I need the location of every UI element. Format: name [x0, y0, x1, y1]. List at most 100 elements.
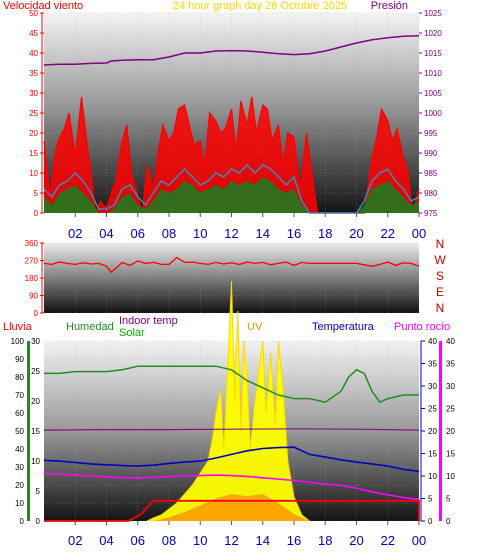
pressure-tick-label: 975: [424, 209, 438, 218]
rain-tick-label: 90: [15, 355, 24, 364]
pressure-axis: 975 980 985 990 995 1000 1005 1010 1015 1020 1025: [419, 9, 442, 218]
x-tick-label: 02: [68, 533, 82, 548]
uv-tick-label: 10: [446, 472, 455, 481]
temperature-tick-label: 40: [428, 337, 437, 346]
compass-label: W: [434, 253, 446, 267]
direction-tick-label: 180: [25, 274, 39, 283]
x-tick-label: 20: [349, 533, 363, 548]
temperature-tick-label: 5: [428, 495, 433, 504]
wind-speed-axis: 0 5 10 15 20 25 30 35 40 45 50: [29, 9, 44, 218]
legend-temperature: Temperatura: [312, 321, 375, 333]
solar-line: [146, 280, 310, 522]
solar-tick-label: 5: [36, 487, 41, 496]
pressure-line: [43, 35, 420, 66]
uv-tick-label: 15: [446, 450, 455, 459]
rain-tick-label: 60: [15, 409, 24, 418]
x-tick-label: 18: [318, 226, 332, 241]
compass-label: S: [436, 269, 444, 283]
legend-dewpoint: Punto rocío: [394, 321, 450, 333]
temperature-tick-label: 15: [428, 450, 437, 459]
x-tick-label: 22: [381, 226, 395, 241]
temperature-tick-label: 10: [428, 472, 437, 481]
temperature-tick-label: 0: [428, 517, 433, 526]
x-tick-label: 08: [162, 226, 176, 241]
compass-label: N: [436, 301, 445, 315]
rain-tick-label: 20: [15, 481, 24, 490]
solar-area: [147, 281, 310, 521]
pressure-tick-label: 1020: [424, 29, 442, 38]
temperature-tick-label: 20: [428, 427, 437, 436]
wind-direction-grid: [44, 242, 420, 314]
uv-tick-label: 35: [446, 360, 455, 369]
pressure-tick-label: 990: [424, 149, 438, 158]
wind-pressure-series: [43, 35, 420, 214]
wind-tick-label: 35: [29, 69, 38, 78]
rain-tick-label: 40: [15, 445, 24, 454]
x-tick-label: 14: [256, 226, 270, 241]
direction-tick-label: 0: [34, 309, 39, 318]
uv-tick-label: 40: [446, 337, 455, 346]
direction-tick-label: 360: [25, 239, 39, 248]
uv-tick-label: 25: [446, 405, 455, 414]
x-tick-label: 00: [412, 533, 426, 548]
x-tick-label: 10: [193, 533, 207, 548]
compass-label: E: [436, 285, 444, 299]
rain-tick-label: 80: [15, 373, 24, 382]
uv-tick-label: 5: [446, 495, 451, 504]
pressure-label: Presión: [371, 0, 408, 12]
wind-tick-label: 45: [29, 29, 38, 38]
x-tick-label: 04: [99, 226, 113, 241]
x-tick-label: 14: [256, 533, 270, 548]
humidity-line: [44, 365, 419, 404]
x-tick-label: 06: [131, 226, 145, 241]
legend-humidity: Humedad: [66, 321, 114, 333]
uv-tick-label: 20: [446, 427, 455, 436]
wind-tick-label: 20: [29, 129, 38, 138]
temperature-tick-label: 35: [428, 360, 437, 369]
legend-indoor-temp: Indoor temp: [119, 315, 178, 327]
temp-humidity-series: [43, 280, 420, 522]
temp-humidity-axes: 0102030405060708090100051015202530051015…: [11, 337, 456, 526]
chart-title: 24 hour graph day 26 Octubre 2025: [173, 0, 347, 12]
wind-tick-label: 50: [29, 9, 38, 18]
pressure-tick-label: 1015: [424, 49, 442, 58]
pressure-tick-label: 1005: [424, 89, 442, 98]
wind-tick-label: 10: [29, 169, 38, 178]
wind-tick-label: 40: [29, 49, 38, 58]
rain-tick-label: 50: [15, 427, 24, 436]
uv-tick-label: 0: [446, 517, 451, 526]
solar-tick-label: 30: [31, 337, 40, 346]
pressure-tick-label: 995: [424, 129, 438, 138]
wind-direction-line: [43, 256, 420, 274]
rain-line: [44, 499, 420, 522]
panel3-legend: Lluvia Humedad Indoor temp Solar UV Temp…: [3, 315, 450, 339]
legend-uv: UV: [247, 321, 263, 333]
indoor-temp-line: [43, 428, 420, 431]
rain-tick-label: 30: [15, 463, 24, 472]
temperature-tick-label: 30: [428, 382, 437, 391]
x-tick-label: 22: [381, 533, 395, 548]
rain-tick-label: 10: [15, 499, 24, 508]
x-tick-label: 06: [131, 533, 145, 548]
solar-tick-label: 0: [36, 517, 41, 526]
rain-tick-label: 0: [20, 517, 25, 526]
x-tick-label: 16: [287, 533, 301, 548]
legend-rain: Lluvia: [3, 321, 33, 333]
solar-tick-label: 25: [31, 367, 40, 376]
x-tick-label: 12: [224, 226, 238, 241]
x-tick-label: 16: [287, 226, 301, 241]
pressure-tick-label: 1010: [424, 69, 442, 78]
solar-tick-label: 20: [31, 397, 40, 406]
solar-tick-label: 10: [31, 457, 40, 466]
temp-time-axis: 02 04 06 08 10 12 14 16 18 20 22 00: [68, 521, 426, 548]
legend-solar: Solar: [119, 327, 145, 339]
x-tick-label: 20: [349, 226, 363, 241]
pressure-tick-label: 985: [424, 169, 438, 178]
wind-direction-series: [43, 256, 420, 274]
wind-tick-label: 0: [34, 209, 39, 218]
pressure-tick-label: 1000: [424, 109, 442, 118]
x-tick-label: 04: [99, 533, 113, 548]
